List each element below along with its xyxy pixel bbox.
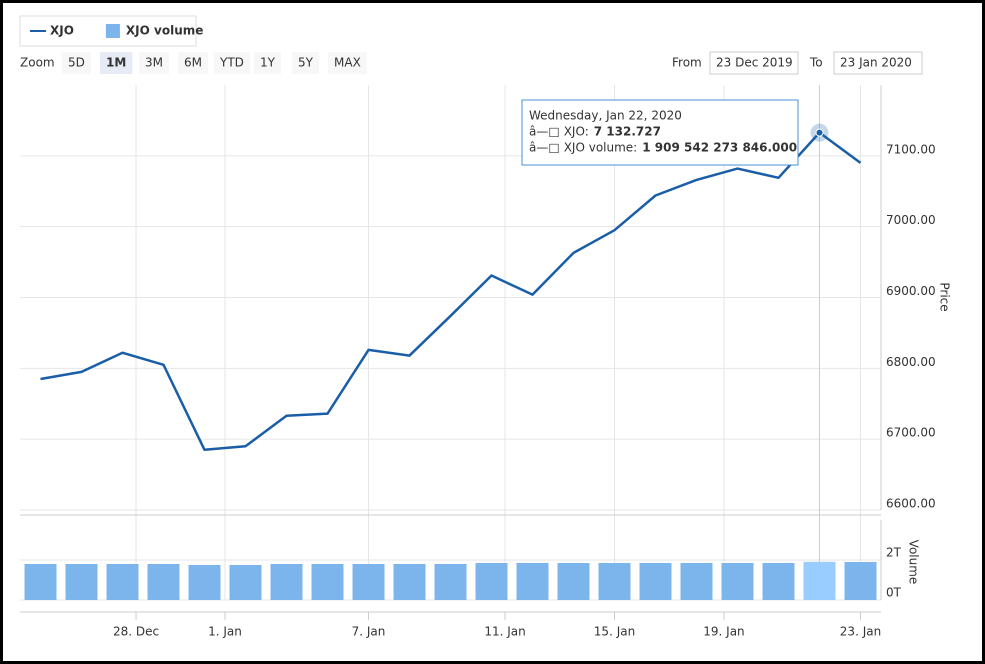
range-button-bg[interactable] [254, 52, 281, 74]
volume-bar [434, 564, 467, 600]
legend-label[interactable]: XJO volume [126, 24, 203, 38]
legend-swatch [105, 24, 120, 38]
range-button[interactable]: 1M [106, 56, 126, 70]
tooltip-label: XJO: [564, 125, 589, 139]
y2-tick-label: 0T [886, 586, 902, 600]
range-button-bg[interactable] [62, 52, 91, 74]
tooltip-value: 1 909 542 273 846.000 [642, 141, 797, 155]
to-input[interactable] [833, 51, 923, 75]
y2-axis-title: Volume [907, 540, 921, 585]
x-tick-label: 1. Jan [208, 625, 242, 639]
y-tick-label: 6800.00 [886, 355, 936, 369]
x-tick-label: 28. Dec [113, 625, 159, 639]
volume-bar [680, 563, 713, 600]
y-tick-label: 7000.00 [886, 213, 936, 227]
range-button[interactable]: 5D [68, 56, 85, 70]
volume-bar [24, 564, 57, 600]
x-tick-label: 23. Jan [840, 625, 881, 639]
tooltip-marker: â—□ [529, 141, 560, 155]
y-tick-label: 6900.00 [886, 284, 936, 298]
range-button[interactable]: YTD [219, 56, 244, 70]
volume-bar [393, 564, 426, 600]
x-tick-label: 19. Jan [703, 625, 744, 639]
volume-bar [147, 564, 180, 600]
range-button[interactable]: MAX [334, 56, 361, 70]
tooltip-label: XJO volume: [564, 141, 638, 155]
y-axis-title: Price [938, 282, 952, 311]
range-button[interactable]: 1Y [260, 56, 276, 70]
range-button-bg[interactable] [178, 52, 208, 74]
volume-bar [229, 565, 262, 600]
volume-bar [803, 561, 836, 600]
range-button-bg[interactable] [214, 52, 250, 74]
x-tick-label: 7. Jan [352, 625, 386, 639]
volume-bar [475, 563, 508, 600]
zoom-label: Zoom [20, 56, 55, 70]
volume-bar [844, 562, 877, 600]
volume-bar [557, 563, 590, 600]
volume-bar [516, 563, 549, 600]
x-tick-label: 15. Jan [594, 625, 635, 639]
from-value[interactable]: 23 Dec 2019 [716, 56, 793, 70]
volume-bar [598, 563, 631, 600]
y-tick-label: 6700.00 [886, 426, 936, 440]
range-button[interactable]: 3M [145, 56, 163, 70]
range-button-bg[interactable] [328, 52, 367, 74]
range-button[interactable]: 6M [184, 56, 202, 70]
volume-bar [188, 565, 221, 600]
volume-bar [721, 563, 754, 600]
from-label: From [672, 56, 702, 70]
tooltip-value: 7 132.727 [594, 125, 661, 139]
from-input[interactable] [709, 51, 799, 75]
to-value[interactable]: 23 Jan 2020 [840, 56, 912, 70]
volume-bar [65, 564, 98, 600]
tooltip-title: Wednesday, Jan 22, 2020 [529, 109, 682, 123]
y2-tick-label: 2T [886, 546, 902, 560]
volume-bar [639, 563, 672, 600]
price-line [40, 131, 862, 452]
to-label: To [809, 56, 823, 70]
range-button-bg[interactable] [100, 52, 133, 74]
volume-bar [352, 564, 385, 600]
range-button-bg[interactable] [292, 52, 319, 74]
range-button-bg[interactable] [139, 52, 169, 74]
volume-bar [311, 564, 344, 600]
legend-label[interactable]: XJO [50, 24, 74, 38]
volume-bar [106, 564, 139, 600]
y-tick-label: 7100.00 [886, 142, 936, 156]
range-button[interactable]: 5Y [298, 56, 314, 70]
tooltip-marker: â—□ [529, 125, 560, 139]
x-tick-label: 11. Jan [484, 625, 525, 639]
tooltip-box [521, 99, 799, 166]
hover-point [815, 128, 824, 137]
y-tick-label: 6600.00 [886, 497, 936, 511]
volume-bar [762, 563, 795, 600]
volume-bar [270, 564, 303, 600]
